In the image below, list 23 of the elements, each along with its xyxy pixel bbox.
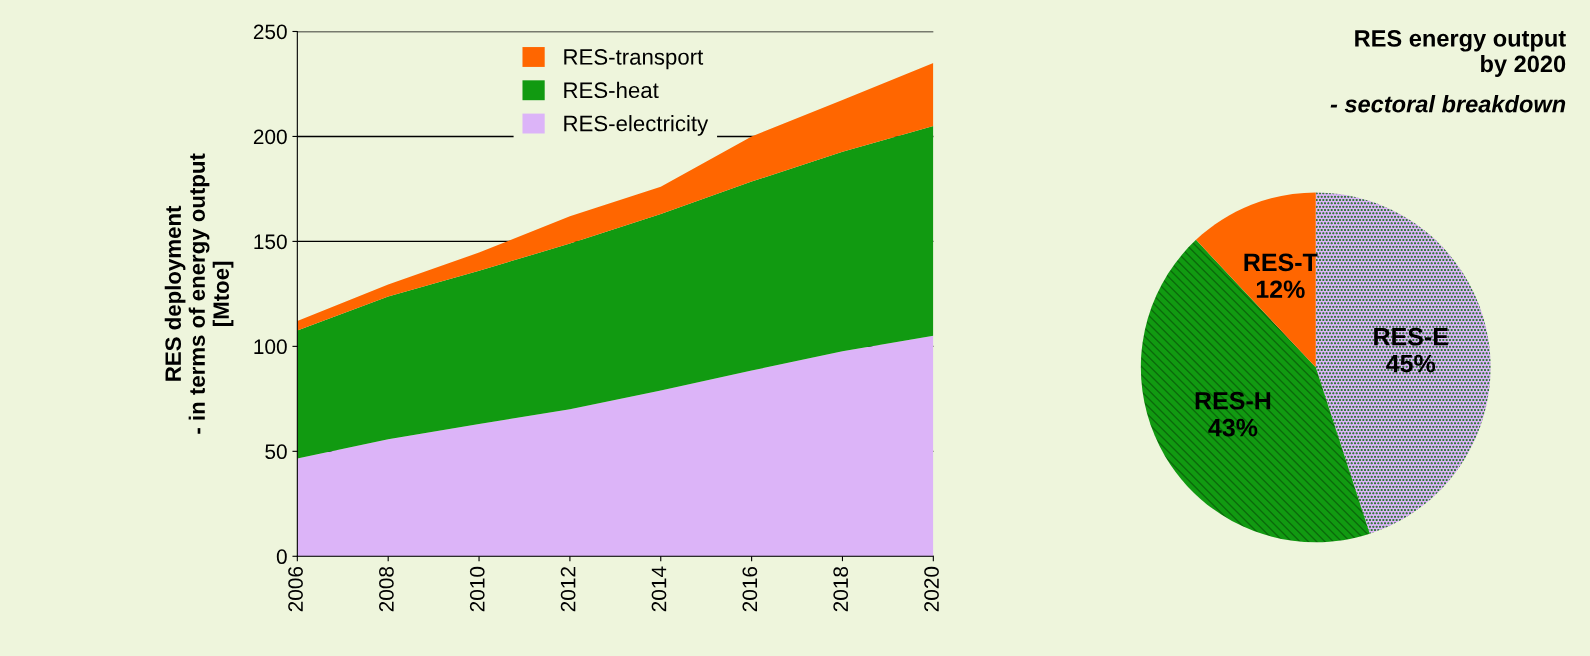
y-axis-title: RES deployment - in terms of energy output [Mtoe] xyxy=(164,153,234,434)
legend-label: RES-electricity xyxy=(564,115,709,136)
y-tick-label: 100 xyxy=(254,339,287,355)
y-tick-label: 50 xyxy=(265,444,287,460)
chart-title: RES energy output by 2020 xyxy=(1355,30,1566,77)
x-tick-label: 2008 xyxy=(379,566,394,612)
x-tick-label: 2016 xyxy=(742,566,758,612)
legend-label: RES-heat xyxy=(564,81,659,99)
slice-label: RES-H xyxy=(1195,391,1271,410)
y-tick-label: 250 xyxy=(253,24,287,40)
y-tick-label: 200 xyxy=(253,129,287,145)
x-tick-label: 2006 xyxy=(288,566,303,612)
data-label: 43% xyxy=(1208,418,1258,437)
x-tick-label: 2020 xyxy=(924,566,939,612)
x-tick-label: 2012 xyxy=(560,567,576,612)
x-tick-label: 2014 xyxy=(651,566,667,612)
data-label: 12% xyxy=(1256,280,1305,299)
legend-label: RES-transport xyxy=(564,49,704,70)
x-tick-label: 2018 xyxy=(833,566,849,612)
y-tick-label: 0 xyxy=(276,549,287,565)
x-tick-label: 2010 xyxy=(469,566,485,612)
y-tick-label: 150 xyxy=(254,234,287,250)
chart-subtitle: - sectoral breakdown xyxy=(1330,95,1566,113)
